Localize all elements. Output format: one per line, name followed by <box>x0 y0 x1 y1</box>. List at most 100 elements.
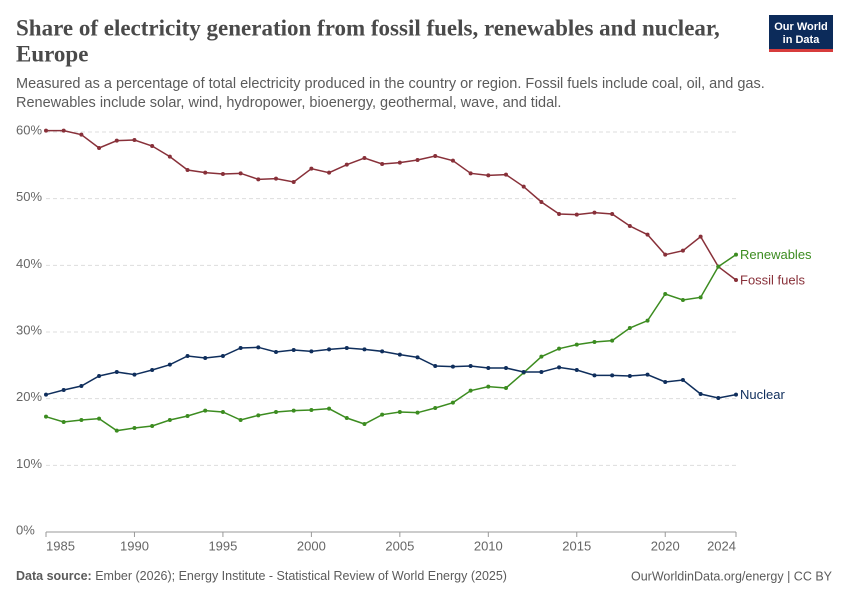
link[interactable]: OurWorldinData.org/energy | CC BY <box>631 569 833 583</box>
y-tick-label: 10% <box>16 456 42 471</box>
data-point <box>309 166 314 171</box>
source-label: Data source: <box>16 569 92 583</box>
data-point <box>698 295 703 300</box>
data-point <box>734 252 738 257</box>
data-point <box>167 154 172 159</box>
data-point <box>397 410 402 414</box>
data-point <box>274 410 278 414</box>
data-point <box>220 354 225 358</box>
data-point <box>450 158 455 163</box>
data-point <box>97 146 102 150</box>
data-point <box>415 410 420 415</box>
data-point <box>344 162 349 167</box>
data-point <box>716 264 721 269</box>
y-tick-label: 0% <box>16 522 35 537</box>
data-point <box>627 326 632 330</box>
data-point <box>44 392 48 397</box>
logo-box[interactable] <box>769 15 833 51</box>
data-point <box>468 171 473 176</box>
data-point <box>504 366 508 370</box>
data-point <box>627 224 632 228</box>
data-point <box>504 386 508 390</box>
data-point <box>150 144 155 148</box>
data-point <box>433 154 438 158</box>
data-point <box>592 340 597 344</box>
data-point <box>61 420 66 424</box>
data-point <box>504 172 508 177</box>
data-point <box>698 392 703 396</box>
y-tick-label: 50% <box>16 189 42 204</box>
data-point <box>397 352 402 357</box>
data-point <box>150 424 155 428</box>
data-point <box>238 346 243 350</box>
data-point <box>132 372 137 377</box>
data-point <box>79 132 84 137</box>
logo-text[interactable]: in Data <box>783 34 821 46</box>
data-point <box>539 200 544 204</box>
data-point <box>592 373 597 378</box>
y-tick-label: 40% <box>16 256 42 271</box>
data-point <box>468 388 473 393</box>
data-point <box>734 392 738 397</box>
series <box>44 128 738 282</box>
data-point <box>663 380 668 384</box>
data-point <box>486 173 491 178</box>
data-point <box>274 176 278 181</box>
chart-title: Share of electricity generation from fos… <box>16 15 720 40</box>
data-point <box>167 418 172 422</box>
x-tick-label: 1990 <box>120 538 149 553</box>
data-point <box>557 365 562 370</box>
data-point <box>203 408 208 413</box>
data-point <box>114 370 119 374</box>
data-point <box>521 184 526 189</box>
data-point <box>680 248 685 253</box>
data-point <box>220 172 225 176</box>
data-point <box>97 416 102 421</box>
data-point <box>645 372 650 377</box>
data-point <box>291 348 296 352</box>
source: Data source: Ember (2026); Energy Instit… <box>16 569 507 583</box>
series-label: Renewables <box>740 247 812 262</box>
series <box>44 252 738 433</box>
logo-text[interactable]: Our World <box>774 21 828 33</box>
data-point <box>557 346 562 351</box>
series-label: Fossil fuels <box>740 272 806 287</box>
data-point <box>397 160 402 165</box>
data-point <box>362 422 367 426</box>
data-point <box>362 347 367 352</box>
data-point <box>79 384 84 388</box>
data-point <box>362 156 367 160</box>
logo[interactable]: Our World in Data <box>769 15 833 52</box>
chart-title: Europe <box>16 41 88 66</box>
data-point <box>327 406 332 411</box>
data-point <box>309 349 314 354</box>
y-tick-label: 30% <box>16 322 42 337</box>
data-point <box>238 418 243 422</box>
data-point <box>44 128 48 133</box>
data-point <box>645 232 650 237</box>
data-point <box>344 416 349 420</box>
data-point <box>327 347 332 352</box>
x-tick-label: 1985 <box>46 538 75 553</box>
x-tick-label: 2015 <box>562 538 591 553</box>
data-point <box>150 368 155 372</box>
data-point <box>680 298 685 302</box>
data-point <box>132 426 137 430</box>
data-point <box>574 342 579 347</box>
data-point <box>627 374 632 378</box>
data-point <box>663 292 668 296</box>
data-point <box>44 414 48 419</box>
data-point <box>344 346 349 350</box>
data-point <box>256 345 261 350</box>
data-point <box>539 354 544 359</box>
x-tick-label: 2005 <box>385 538 414 553</box>
data-point <box>167 362 172 367</box>
data-point <box>574 212 579 217</box>
data-point <box>203 170 208 175</box>
data-point <box>716 396 721 400</box>
series-line <box>45 254 737 432</box>
x-tick-label: 2010 <box>474 538 503 553</box>
data-point <box>610 212 615 216</box>
x-tick-label: 2024 <box>707 538 736 553</box>
data-point <box>645 318 650 323</box>
